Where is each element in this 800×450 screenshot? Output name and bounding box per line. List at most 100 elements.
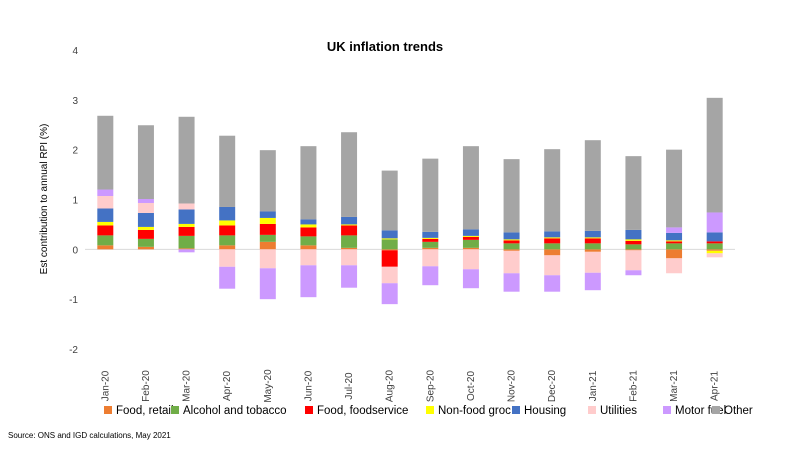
x-tick-label: Mar-20 bbox=[182, 370, 193, 402]
bar-segment bbox=[259, 150, 276, 212]
bar-segment bbox=[259, 234, 276, 242]
bar-segment bbox=[219, 206, 236, 221]
bar-segment bbox=[706, 212, 723, 233]
bar-segment bbox=[503, 240, 520, 244]
bar-segment bbox=[706, 232, 723, 242]
bar-segment bbox=[544, 231, 561, 238]
bar-segment bbox=[462, 236, 479, 240]
bar-segment bbox=[503, 250, 520, 274]
legend-swatch bbox=[305, 406, 313, 414]
bar-segment bbox=[178, 209, 195, 224]
bar-segment bbox=[381, 249, 398, 251]
legend-label: Housing bbox=[524, 405, 566, 417]
y-tick-label: 0 bbox=[72, 245, 78, 256]
y-axis: -2 -1 0 1 2 3 4 bbox=[69, 46, 78, 356]
bar-segment bbox=[625, 240, 642, 245]
bar-segment bbox=[178, 116, 195, 204]
bar-segment bbox=[178, 235, 195, 249]
bar-segment bbox=[137, 125, 154, 200]
bar-segment bbox=[137, 212, 154, 227]
bar-segment bbox=[137, 229, 154, 239]
bar-segment bbox=[259, 241, 276, 250]
legend-swatch bbox=[104, 406, 112, 414]
x-tick-label: Nov-20 bbox=[507, 369, 518, 402]
bar-segment bbox=[544, 255, 561, 276]
bar-segment bbox=[300, 224, 317, 228]
bar-segment bbox=[706, 253, 723, 258]
bar-segment bbox=[706, 249, 723, 251]
bar-segment bbox=[300, 265, 317, 298]
bar-segment bbox=[462, 146, 479, 230]
bar-segment bbox=[584, 237, 601, 239]
x-tick-label: Jan-21 bbox=[588, 370, 599, 401]
bar-segment bbox=[625, 239, 642, 241]
x-tick-label: Apr-20 bbox=[222, 371, 233, 401]
bar-segment bbox=[300, 245, 317, 250]
bar-segment bbox=[666, 240, 683, 242]
x-tick-label: Jan-20 bbox=[100, 370, 111, 401]
bar-segment bbox=[422, 158, 439, 232]
bar-segment bbox=[178, 223, 195, 227]
legend-swatch bbox=[663, 406, 671, 414]
x-tick-label: Jul-20 bbox=[344, 372, 355, 400]
bar-segment bbox=[300, 146, 317, 220]
bar-segment bbox=[544, 149, 561, 232]
bar-segment bbox=[219, 249, 236, 267]
bar-segment bbox=[97, 245, 114, 250]
bar-segment bbox=[462, 229, 479, 236]
bar-segment bbox=[584, 140, 601, 231]
bar-segment bbox=[341, 265, 358, 288]
bar-segment bbox=[259, 217, 276, 224]
bar-segment bbox=[97, 115, 114, 190]
bar-segment bbox=[259, 249, 276, 269]
y-tick-label: 4 bbox=[72, 46, 78, 57]
bar-segment bbox=[137, 199, 154, 203]
bar-segment bbox=[341, 247, 358, 250]
bar-segment bbox=[178, 203, 195, 210]
bar-segment bbox=[97, 208, 114, 222]
bar-segment bbox=[341, 235, 358, 248]
bar-segment bbox=[625, 270, 642, 276]
legend-label: Food, foodservice bbox=[317, 405, 408, 417]
bar-segment bbox=[219, 235, 236, 246]
bar-segment bbox=[137, 238, 154, 247]
bar-segment bbox=[584, 249, 601, 252]
bar-segment bbox=[666, 243, 683, 250]
bar-segment bbox=[544, 243, 561, 250]
bar-segment bbox=[341, 225, 358, 236]
legend-label: Other bbox=[724, 405, 753, 417]
bar-segment bbox=[706, 243, 723, 250]
bar-segment bbox=[422, 249, 439, 267]
bar-segment bbox=[259, 211, 276, 218]
bar-segment bbox=[219, 245, 236, 250]
bar-segment bbox=[219, 266, 236, 289]
bar-segment bbox=[666, 149, 683, 228]
bar-segment bbox=[341, 249, 358, 266]
bar-segment bbox=[503, 159, 520, 233]
bar-segment bbox=[584, 272, 601, 291]
bar-segment bbox=[503, 249, 520, 251]
chart-title: UK inflation trends bbox=[327, 39, 443, 54]
x-tick-label: May-20 bbox=[263, 369, 274, 403]
bar-segment bbox=[381, 230, 398, 239]
y-tick-label: 3 bbox=[72, 96, 78, 107]
y-tick-label: -1 bbox=[69, 295, 78, 306]
bar-segment bbox=[625, 156, 642, 230]
x-tick-label: Mar-21 bbox=[669, 370, 680, 402]
bar-segment bbox=[503, 273, 520, 292]
bar-segment bbox=[341, 132, 358, 217]
bar-segment bbox=[584, 238, 601, 244]
bar-segment bbox=[259, 223, 276, 235]
x-tick-label: Feb-20 bbox=[141, 370, 152, 402]
x-tick-label: Apr-21 bbox=[710, 371, 721, 401]
bar-segment bbox=[666, 232, 683, 241]
bar-segment bbox=[462, 249, 479, 270]
bar-segment bbox=[137, 226, 154, 230]
bar-segment bbox=[341, 216, 358, 225]
bar-segment bbox=[219, 220, 236, 226]
bar-segment bbox=[178, 226, 195, 236]
bar-segment bbox=[462, 247, 479, 250]
bar-segment bbox=[97, 235, 114, 246]
legend-swatch bbox=[588, 406, 596, 414]
bar-segment bbox=[178, 248, 195, 250]
